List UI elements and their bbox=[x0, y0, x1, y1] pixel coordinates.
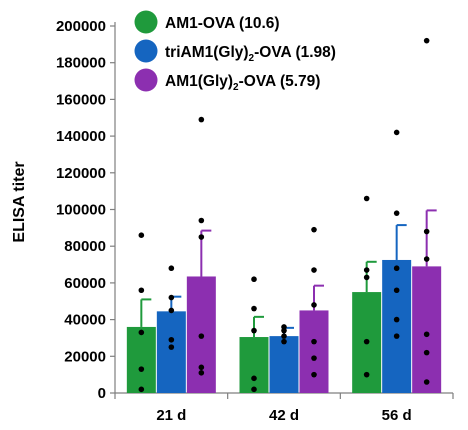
legend-marker bbox=[134, 39, 158, 63]
data-point bbox=[393, 129, 400, 136]
y-tick-label: 180000 bbox=[56, 55, 106, 72]
x-tick-label: 56 d bbox=[382, 407, 412, 424]
bar bbox=[382, 259, 412, 393]
data-point bbox=[363, 195, 370, 202]
bar bbox=[269, 336, 299, 393]
data-point bbox=[138, 329, 145, 336]
legend-marker bbox=[134, 68, 158, 92]
data-point bbox=[393, 287, 400, 294]
bar bbox=[156, 311, 186, 393]
data-point bbox=[311, 267, 317, 273]
data-point bbox=[138, 232, 145, 238]
data-point bbox=[138, 366, 145, 372]
y-tick-label: 40000 bbox=[64, 312, 106, 329]
y-tick-label: 140000 bbox=[56, 128, 106, 145]
data-point bbox=[423, 349, 430, 356]
y-tick-label: 160000 bbox=[56, 91, 106, 108]
data-point bbox=[138, 287, 145, 294]
y-tick-label: 200000 bbox=[56, 18, 106, 35]
x-tick-label: 21 d bbox=[156, 407, 186, 424]
data-point bbox=[423, 379, 430, 385]
data-point bbox=[198, 116, 205, 123]
data-point bbox=[251, 305, 257, 312]
data-point bbox=[251, 386, 257, 393]
data-point bbox=[311, 371, 317, 378]
data-point bbox=[198, 370, 205, 376]
data-point bbox=[168, 344, 175, 350]
x-tick-label: 42 d bbox=[269, 407, 299, 424]
y-tick-label: 100000 bbox=[56, 202, 106, 219]
data-point bbox=[423, 256, 430, 262]
bar bbox=[299, 310, 329, 393]
bar bbox=[126, 326, 156, 393]
tick-labels: 0 20000 40000 60000 80000 100000 120000 140000 1… bbox=[56, 18, 412, 424]
data-point bbox=[168, 336, 175, 343]
legend-marker bbox=[134, 10, 158, 34]
data-point bbox=[281, 338, 287, 345]
data-point bbox=[198, 217, 205, 224]
y-tick-label: 0 bbox=[98, 385, 106, 402]
data-point bbox=[251, 375, 257, 382]
data-point bbox=[168, 265, 175, 272]
y-tick-label: 120000 bbox=[56, 165, 106, 182]
legend: AM1-OVA (10.6) triAM1(Gly)2-OVA (1.98) AM1… bbox=[134, 10, 336, 93]
y-tick-label: 60000 bbox=[64, 275, 106, 292]
data-point bbox=[281, 327, 287, 334]
y-tick-label: 80000 bbox=[64, 238, 106, 255]
data-point bbox=[281, 333, 287, 339]
data-point bbox=[311, 302, 317, 308]
legend-label: AM1(Gly)2-OVA (5.79) bbox=[165, 73, 320, 93]
data-point bbox=[393, 265, 400, 272]
data-point bbox=[393, 333, 400, 339]
data-point bbox=[311, 355, 317, 361]
data-point bbox=[423, 37, 430, 44]
data-point bbox=[423, 228, 430, 235]
y-axis-title: ELISA titer bbox=[11, 161, 28, 242]
legend-label: AM1-OVA (10.6) bbox=[165, 15, 280, 32]
bar bbox=[412, 266, 442, 393]
data-point bbox=[393, 316, 400, 323]
data-point bbox=[311, 226, 317, 233]
data-point bbox=[423, 331, 430, 338]
data-point bbox=[198, 333, 205, 339]
data-point bbox=[198, 234, 205, 240]
data-point bbox=[198, 364, 205, 371]
data-point bbox=[168, 294, 175, 301]
data-point bbox=[363, 267, 370, 273]
data-point bbox=[168, 307, 175, 314]
data-point bbox=[138, 386, 145, 393]
data-point bbox=[251, 327, 257, 334]
y-tick-label: 20000 bbox=[64, 348, 106, 365]
legend-label: triAM1(Gly)2-OVA (1.98) bbox=[165, 44, 336, 64]
data-point bbox=[363, 338, 370, 345]
data-point bbox=[363, 274, 370, 281]
data-point bbox=[311, 338, 317, 345]
data-points bbox=[138, 37, 430, 393]
data-point bbox=[393, 210, 400, 216]
bar bbox=[239, 337, 269, 393]
data-point bbox=[251, 276, 257, 283]
data-point bbox=[363, 371, 370, 378]
